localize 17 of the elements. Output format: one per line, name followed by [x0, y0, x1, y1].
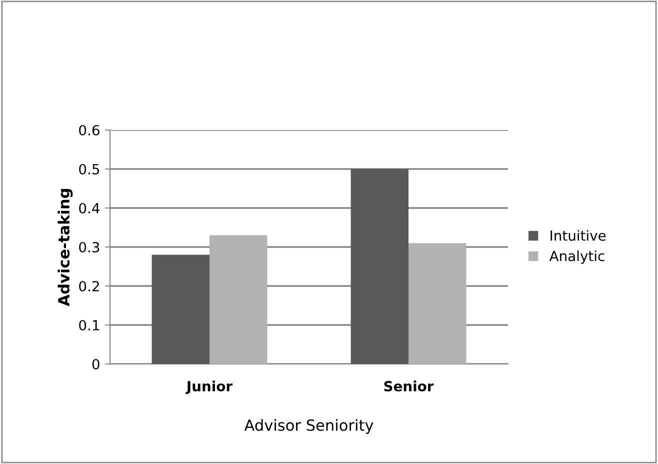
y-tick-label: 0.3	[79, 242, 100, 252]
y-tick-label: 0.6	[79, 124, 100, 136]
bar	[408, 243, 466, 364]
legend-label: Intuitive	[550, 230, 606, 241]
bar	[210, 235, 268, 364]
y-tick-label: 0.1	[79, 320, 99, 330]
legend-label: Analytic	[549, 250, 604, 264]
x-tick-label: Senior	[384, 380, 434, 392]
y-tick-label: 0.4	[79, 202, 100, 214]
y-axis-title: Advice-taking	[58, 189, 73, 306]
y-tick-label: 0.2	[79, 280, 99, 292]
bar	[350, 169, 408, 364]
y-tick-label: 0.5	[79, 164, 100, 174]
bar	[152, 254, 210, 364]
x-axis-title: Advisor Seniority	[244, 419, 374, 434]
x-tick-label: Junior	[186, 380, 233, 394]
y-tick-label: 0	[92, 358, 100, 370]
